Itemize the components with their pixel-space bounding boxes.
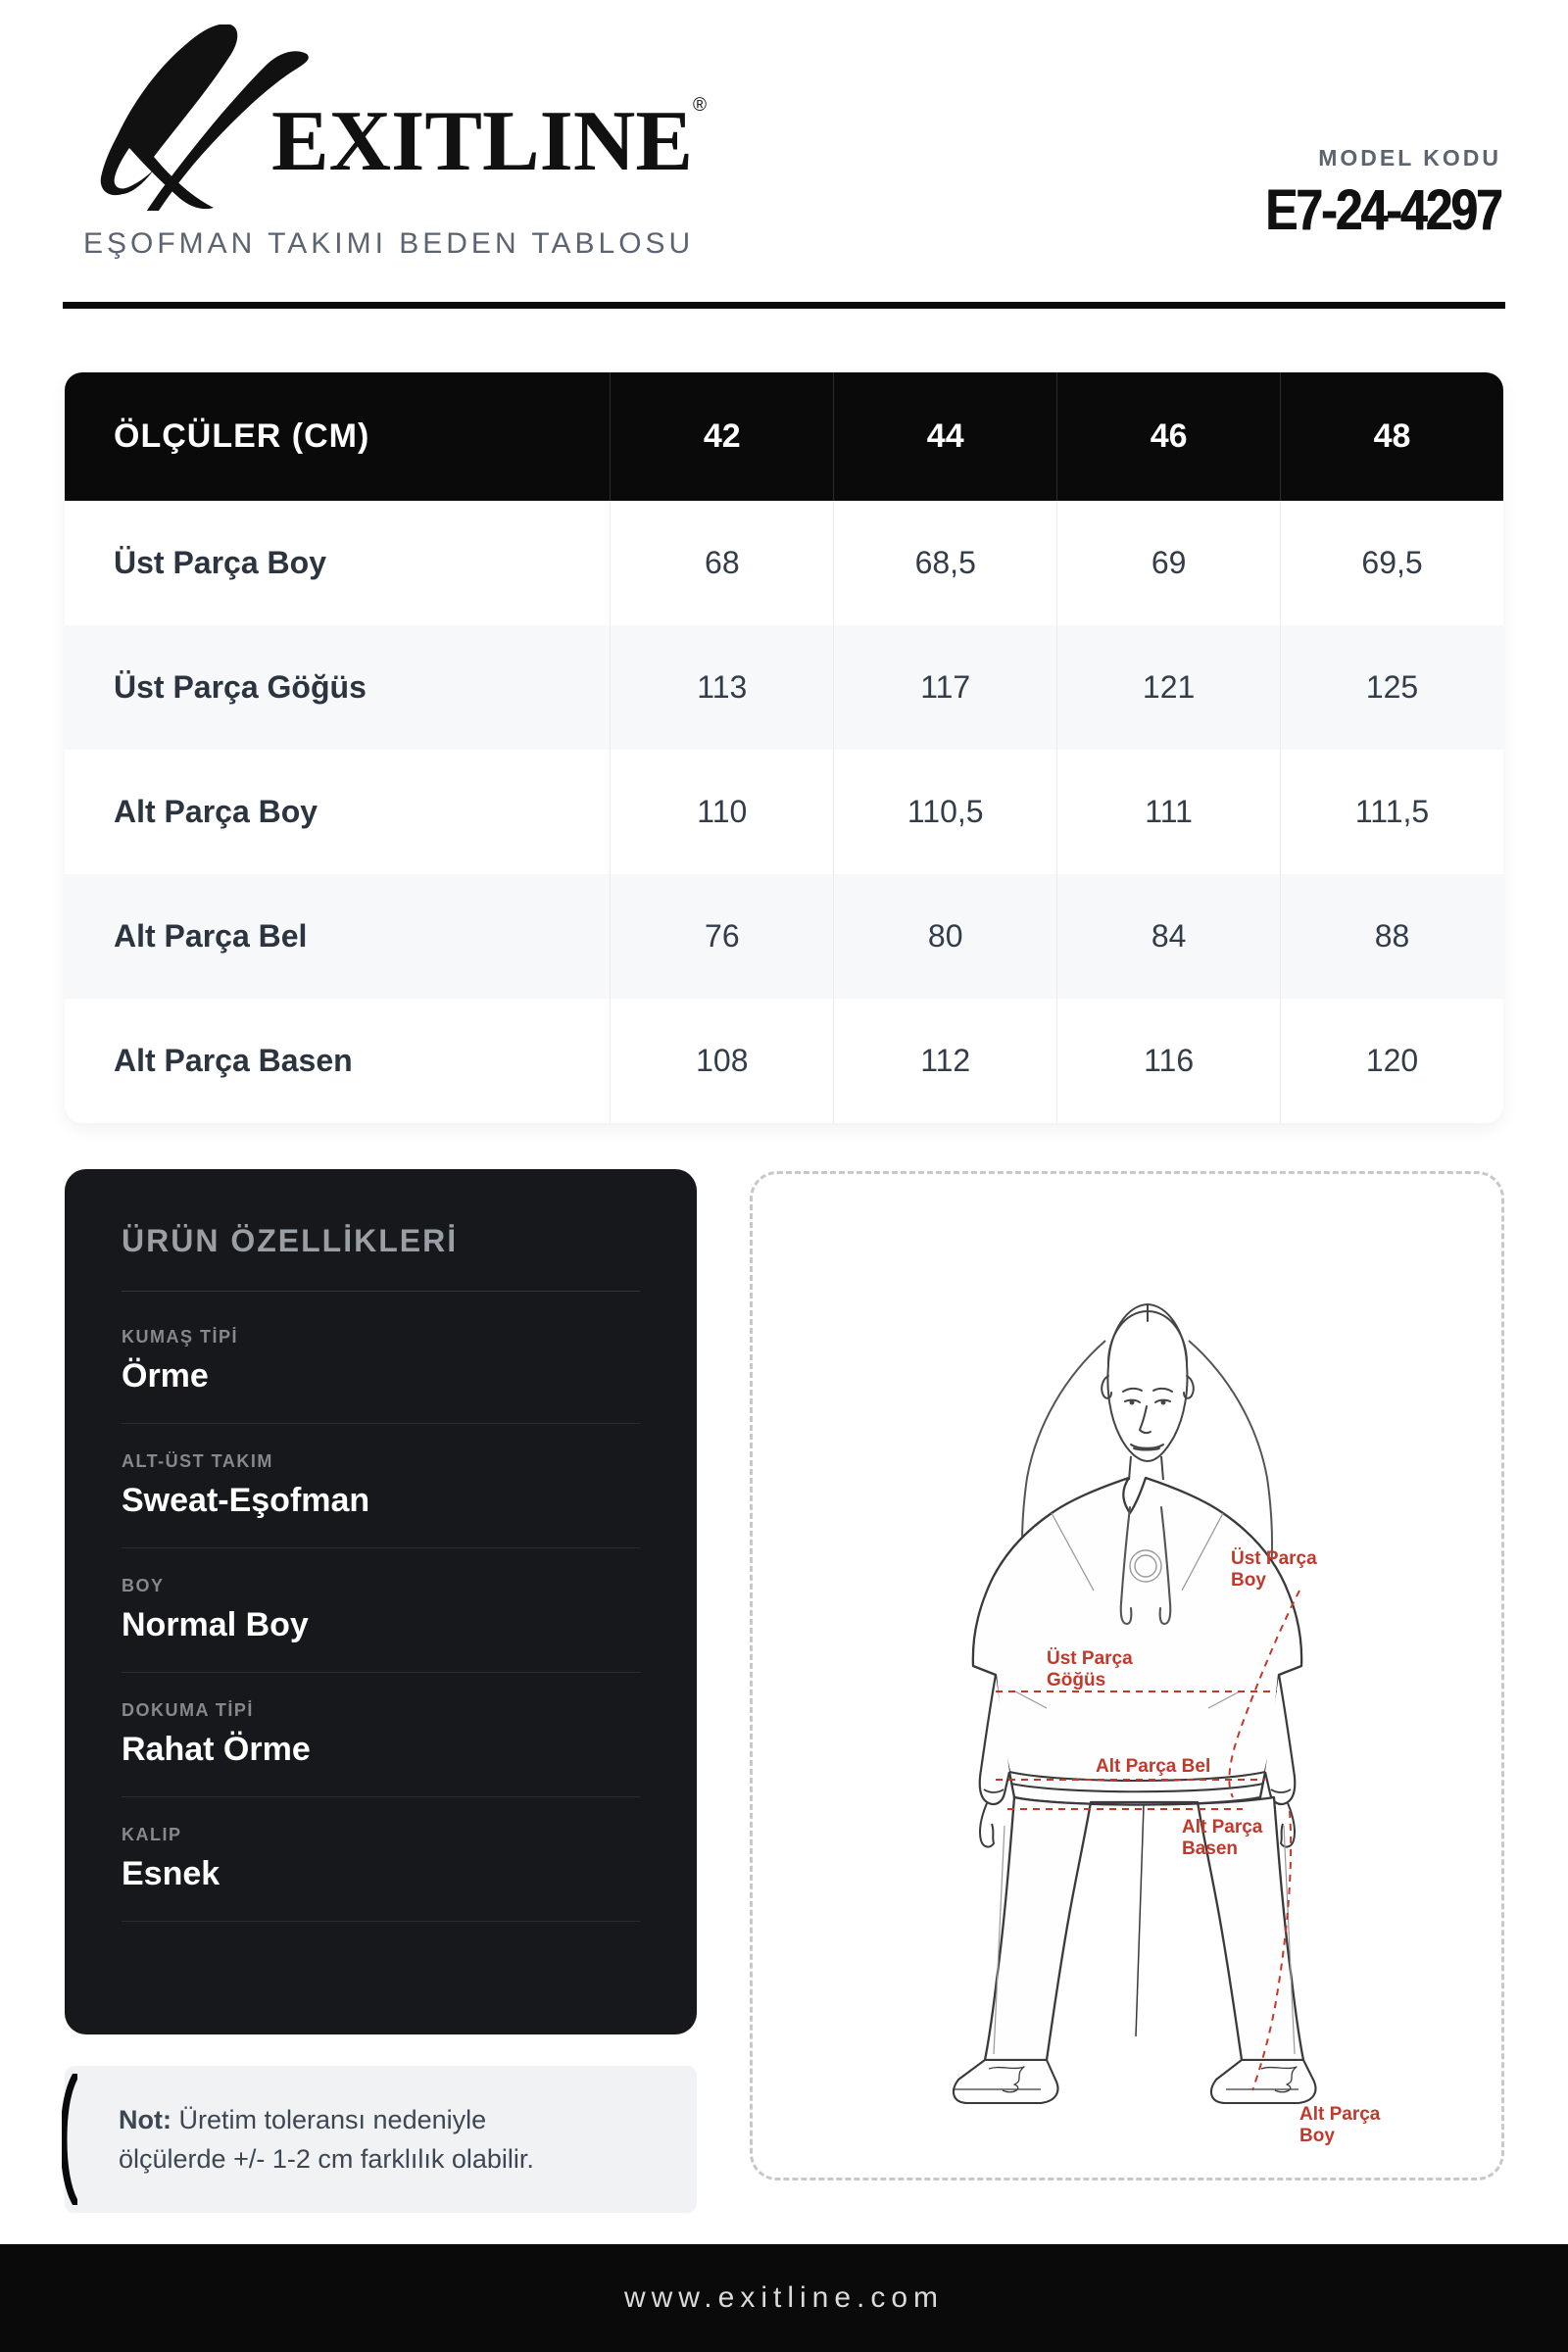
- svg-text:Alt Parça: Alt Parça: [1299, 2104, 1381, 2125]
- svg-text:EXITLINE: EXITLINE: [271, 94, 693, 189]
- svg-text:Boy: Boy: [1299, 2126, 1335, 2146]
- svg-text:Göğüs: Göğüs: [1047, 1670, 1105, 1690]
- svg-text:Üst Parça: Üst Parça: [1231, 1548, 1317, 1569]
- svg-text:Üst Parça: Üst Parça: [1047, 1648, 1133, 1669]
- svg-text:Alt Parça: Alt Parça: [1182, 1817, 1263, 1838]
- svg-text:Boy: Boy: [1231, 1570, 1266, 1591]
- svg-text:®: ®: [693, 95, 707, 116]
- svg-text:Alt Parça Bel: Alt Parça Bel: [1096, 1756, 1210, 1777]
- svg-text:Basen: Basen: [1182, 1838, 1238, 1859]
